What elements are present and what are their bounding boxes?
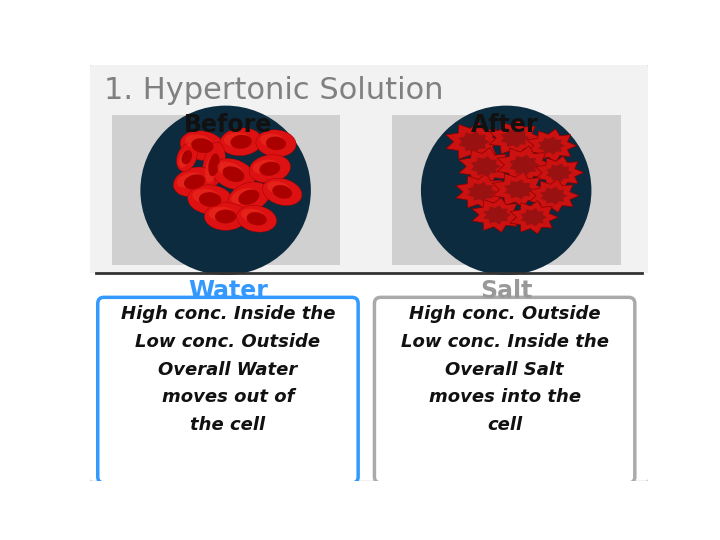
Ellipse shape — [253, 160, 278, 174]
Polygon shape — [446, 122, 503, 161]
FancyBboxPatch shape — [98, 298, 358, 483]
FancyBboxPatch shape — [374, 298, 635, 483]
Ellipse shape — [188, 185, 233, 214]
Text: High conc. Inside the
Low conc. Outside
Overall Water
moves out of
the cell: High conc. Inside the Low conc. Outside … — [121, 305, 336, 434]
Polygon shape — [529, 179, 579, 212]
Ellipse shape — [202, 142, 225, 188]
Ellipse shape — [266, 137, 286, 150]
Ellipse shape — [267, 181, 291, 195]
Text: High conc. Outside
Low conc. Inside the
Overall Salt
moves into the
cell: High conc. Outside Low conc. Inside the … — [400, 305, 608, 434]
Polygon shape — [509, 154, 540, 176]
Polygon shape — [521, 208, 547, 226]
Ellipse shape — [215, 210, 236, 224]
Ellipse shape — [179, 151, 189, 168]
Polygon shape — [467, 182, 496, 202]
Ellipse shape — [174, 167, 216, 197]
Text: 1. Hypertonic Solution: 1. Hypertonic Solution — [104, 76, 444, 105]
Ellipse shape — [222, 166, 244, 182]
Polygon shape — [459, 147, 513, 185]
Bar — [112, 115, 341, 265]
Ellipse shape — [185, 134, 212, 150]
Ellipse shape — [199, 192, 221, 207]
Ellipse shape — [241, 209, 265, 222]
Ellipse shape — [237, 205, 276, 232]
Ellipse shape — [192, 138, 214, 153]
Polygon shape — [536, 156, 584, 190]
Bar — [392, 115, 621, 265]
Ellipse shape — [224, 132, 249, 146]
Polygon shape — [459, 131, 490, 153]
Bar — [90, 65, 648, 273]
Ellipse shape — [231, 188, 256, 204]
Ellipse shape — [238, 190, 259, 205]
Ellipse shape — [217, 161, 243, 178]
Polygon shape — [510, 200, 558, 234]
Polygon shape — [504, 179, 534, 200]
Ellipse shape — [260, 133, 284, 147]
Ellipse shape — [220, 128, 262, 156]
Ellipse shape — [208, 153, 220, 177]
Ellipse shape — [209, 207, 234, 221]
Polygon shape — [527, 129, 577, 163]
Polygon shape — [471, 156, 500, 177]
Ellipse shape — [180, 131, 225, 160]
Text: Salt: Salt — [480, 279, 532, 303]
Ellipse shape — [205, 156, 217, 183]
Polygon shape — [489, 120, 542, 156]
Bar — [90, 273, 648, 481]
Ellipse shape — [212, 158, 255, 190]
Circle shape — [421, 106, 591, 275]
Ellipse shape — [230, 135, 252, 148]
Polygon shape — [538, 137, 565, 155]
Polygon shape — [472, 198, 523, 232]
Ellipse shape — [176, 143, 197, 171]
Ellipse shape — [228, 182, 270, 213]
Text: Water: Water — [188, 279, 268, 303]
Ellipse shape — [184, 174, 205, 189]
Polygon shape — [500, 128, 530, 148]
Ellipse shape — [263, 178, 302, 206]
Ellipse shape — [204, 202, 247, 231]
Ellipse shape — [177, 173, 202, 188]
Text: After: After — [471, 112, 539, 137]
Ellipse shape — [256, 130, 296, 157]
Ellipse shape — [249, 154, 291, 183]
Polygon shape — [456, 174, 508, 210]
Text: Before: Before — [184, 112, 272, 137]
Polygon shape — [546, 164, 572, 182]
Ellipse shape — [192, 189, 220, 204]
Ellipse shape — [181, 150, 192, 164]
Ellipse shape — [259, 161, 280, 176]
Ellipse shape — [247, 212, 266, 226]
Polygon shape — [497, 146, 553, 184]
Polygon shape — [540, 186, 567, 205]
Polygon shape — [483, 205, 511, 225]
Ellipse shape — [272, 185, 292, 199]
Polygon shape — [492, 171, 546, 208]
Circle shape — [140, 106, 311, 275]
